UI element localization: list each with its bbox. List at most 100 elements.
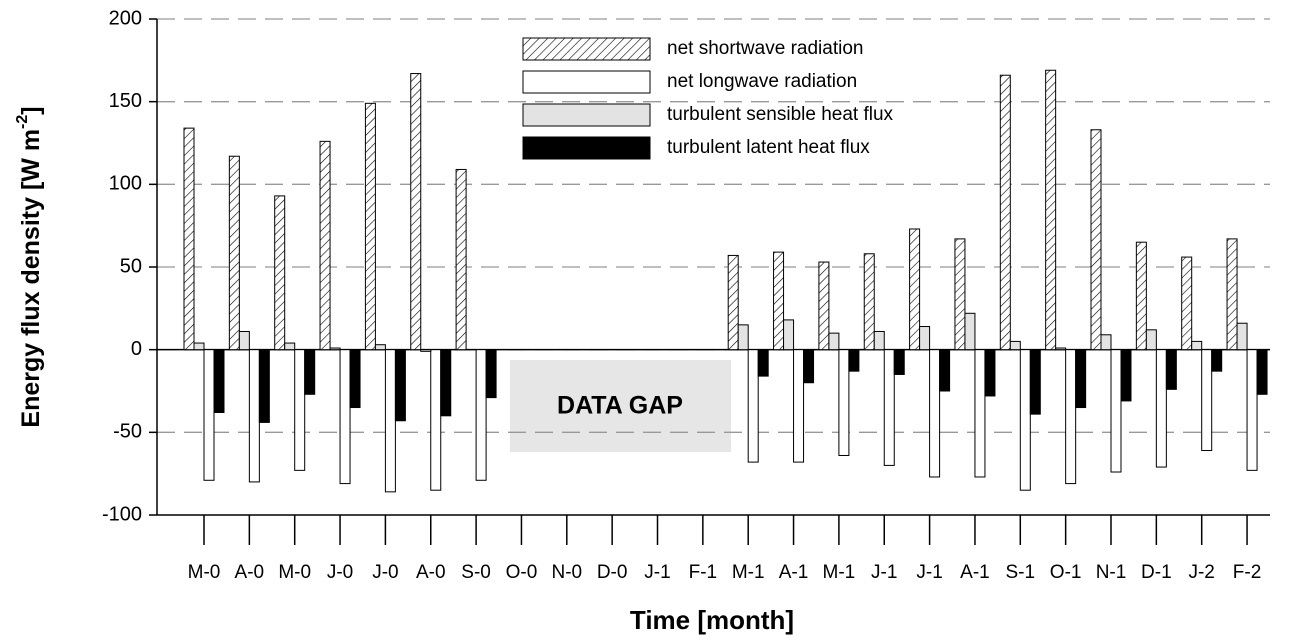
x-axis-label: Time [month] bbox=[630, 605, 794, 635]
bar bbox=[1019, 349, 1031, 491]
bar bbox=[339, 349, 351, 485]
y-tick-label: -50 bbox=[113, 421, 142, 443]
bar bbox=[430, 349, 442, 491]
bar bbox=[1201, 349, 1213, 452]
x-tick-label: A-0 bbox=[416, 562, 446, 583]
bar bbox=[485, 349, 497, 399]
bar bbox=[349, 349, 361, 409]
bar bbox=[964, 312, 976, 351]
bar bbox=[919, 326, 931, 351]
data-gap-box bbox=[510, 360, 731, 452]
bar bbox=[238, 330, 250, 351]
bar bbox=[757, 349, 769, 377]
x-tick-label: J-1 bbox=[871, 562, 897, 583]
bar bbox=[1256, 349, 1268, 395]
x-tick-label: D-1 bbox=[1141, 562, 1172, 583]
bar bbox=[420, 349, 432, 352]
legend-swatch bbox=[522, 70, 651, 94]
bar bbox=[1110, 349, 1122, 473]
bar bbox=[258, 349, 270, 423]
x-tick-label: S-0 bbox=[461, 562, 491, 583]
x-tick-label: J-1 bbox=[644, 562, 670, 583]
bar bbox=[838, 349, 850, 456]
bar bbox=[1211, 349, 1223, 372]
y-tick-label: 200 bbox=[109, 7, 142, 29]
bar bbox=[1120, 349, 1132, 402]
x-tick-label: A-0 bbox=[235, 562, 265, 583]
bar bbox=[929, 349, 941, 478]
bar bbox=[1075, 349, 1087, 409]
bar bbox=[319, 140, 331, 351]
x-tick-label: J-0 bbox=[372, 562, 398, 583]
bar bbox=[384, 349, 396, 493]
x-tick-label: M-0 bbox=[278, 562, 311, 583]
x-tick-label: S-1 bbox=[1006, 562, 1036, 583]
x-tick-label: M-1 bbox=[732, 562, 765, 583]
y-tick-label: -100 bbox=[102, 503, 142, 525]
bar bbox=[1065, 349, 1077, 485]
bar bbox=[1055, 347, 1067, 351]
bar bbox=[883, 349, 895, 466]
x-tick-label: F-2 bbox=[1233, 562, 1262, 583]
bar bbox=[1191, 340, 1203, 351]
x-tick-label: O-0 bbox=[506, 562, 538, 583]
bar bbox=[783, 319, 795, 351]
bar bbox=[1029, 349, 1041, 415]
bar bbox=[329, 347, 341, 351]
bar bbox=[1090, 129, 1102, 351]
bar bbox=[793, 349, 805, 463]
x-tick-label: M-0 bbox=[188, 562, 221, 583]
bar bbox=[984, 349, 996, 397]
bar bbox=[1181, 256, 1193, 351]
bar bbox=[475, 349, 487, 481]
bar bbox=[974, 349, 986, 478]
y-tick-label: 150 bbox=[109, 90, 142, 112]
bar bbox=[1165, 349, 1177, 390]
bar bbox=[863, 253, 875, 351]
bar bbox=[818, 261, 830, 351]
bar bbox=[284, 342, 296, 351]
bar bbox=[1155, 349, 1167, 468]
bar bbox=[873, 330, 885, 351]
bar bbox=[1009, 340, 1021, 351]
bar bbox=[999, 74, 1011, 351]
bar bbox=[1236, 322, 1248, 351]
bar bbox=[364, 102, 376, 351]
bar bbox=[455, 168, 467, 351]
bar bbox=[848, 349, 860, 372]
x-tick-label: O-1 bbox=[1050, 562, 1082, 583]
y-label-sup: -2 bbox=[14, 115, 31, 129]
bar bbox=[828, 332, 840, 351]
bar bbox=[1135, 241, 1147, 351]
x-tick-label: J-0 bbox=[327, 562, 353, 583]
bar bbox=[394, 349, 406, 422]
legend-label: net longwave radiation bbox=[667, 71, 857, 92]
y-tick-label: 100 bbox=[109, 173, 142, 195]
x-tick-label: A-1 bbox=[779, 562, 809, 583]
x-tick-label: F-1 bbox=[689, 562, 718, 583]
bar bbox=[1045, 69, 1057, 351]
bar bbox=[304, 349, 316, 395]
bar bbox=[893, 349, 905, 375]
x-tick-label: N-0 bbox=[551, 562, 582, 583]
bar bbox=[1246, 349, 1258, 471]
bar bbox=[183, 127, 195, 351]
bar bbox=[1145, 329, 1157, 351]
bar bbox=[294, 349, 306, 471]
annotation: DATA GAP bbox=[557, 392, 683, 420]
legend-label: turbulent latent heat flux bbox=[667, 137, 870, 158]
x-tick-label: N-1 bbox=[1096, 562, 1127, 583]
legend-label: net shortwave radiation bbox=[667, 38, 863, 59]
y-label-text: Energy flux density [W m bbox=[17, 129, 45, 428]
y-label-suffix: ] bbox=[17, 106, 45, 114]
bar bbox=[727, 254, 739, 351]
bar bbox=[803, 349, 815, 384]
bar bbox=[213, 349, 225, 413]
legend-swatch bbox=[522, 103, 651, 127]
bar bbox=[954, 238, 966, 351]
bar bbox=[773, 251, 785, 351]
y-tick-label: 50 bbox=[120, 255, 142, 277]
bar bbox=[737, 324, 749, 351]
bar bbox=[440, 349, 452, 417]
